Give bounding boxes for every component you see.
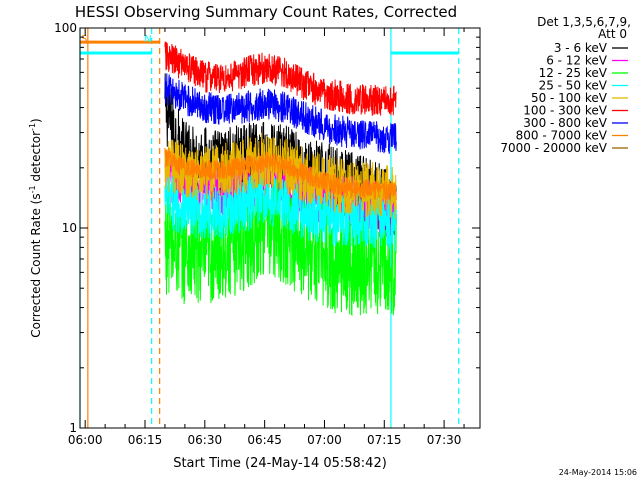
y-axis-label: Corrected Count Rate (s-1 detector-1) — [28, 118, 43, 337]
y-axis-label-mid: detector — [29, 131, 43, 186]
y-axis-label-sup2: -1 — [28, 123, 37, 131]
series-800-7000-kev — [164, 147, 397, 200]
top-bars — [80, 40, 459, 55]
legend-label-800-7000-kev: 800 - 7000 keV — [516, 129, 608, 143]
x-tick-label: 07:30 — [427, 433, 462, 447]
legend-header-line1: Det 1,3,5,6,7,9, — [537, 15, 631, 29]
x-tick-label: 07:00 — [307, 433, 342, 447]
y-axis-ticks: 1 10 100 — [54, 21, 480, 435]
y-tick-label: 1 — [69, 421, 77, 435]
flag-n: N — [144, 34, 151, 45]
legend-label-12-25-kev: 12 - 25 keV — [539, 66, 608, 80]
legend-label-6-12-kev: 6 - 12 keV — [546, 54, 608, 68]
y-axis-label-main: Corrected Count Rate (s — [29, 193, 43, 337]
legend-label-7000-20000-kev: 7000 - 20000 keV — [500, 141, 607, 155]
legend-label-3-6-kev: 3 - 6 keV — [554, 41, 608, 55]
flag-s: S — [81, 34, 87, 45]
legend-label-25-50-kev: 25 - 50 keV — [539, 79, 608, 93]
series-group — [164, 41, 397, 317]
legend-header-line2: Att 0 — [598, 27, 627, 41]
x-axis-ticks: 06:00 06:15 06:30 06:45 07:00 07:15 07:30 — [68, 28, 465, 447]
legend-label-300-800-kev: 300 - 800 keV — [523, 116, 607, 130]
y-tick-label: 100 — [54, 21, 77, 35]
x-tick-label: 06:30 — [188, 433, 223, 447]
chart-title: HESSI Observing Summary Count Rates, Cor… — [75, 3, 457, 21]
timestamp: 24-May-2014 15:06 — [559, 468, 637, 477]
x-tick-label: 06:00 — [68, 433, 103, 447]
legend-label-50-100-kev: 50 - 100 keV — [531, 91, 608, 105]
y-axis-label-end: ) — [29, 118, 43, 123]
series-300-800-kev — [164, 73, 397, 154]
x-tick-label: 07:15 — [367, 433, 402, 447]
x-tick-label: 06:45 — [247, 433, 282, 447]
x-axis-label: Start Time (24-May-14 05:58:42) — [173, 456, 387, 471]
series-100-300-kev — [164, 41, 397, 116]
x-tick-label: 06:15 — [128, 433, 163, 447]
y-tick-label: 10 — [62, 221, 77, 235]
legend-label-100-300-kev: 100 - 300 keV — [523, 104, 607, 118]
y-axis-label-sup1: -1 — [28, 185, 37, 193]
